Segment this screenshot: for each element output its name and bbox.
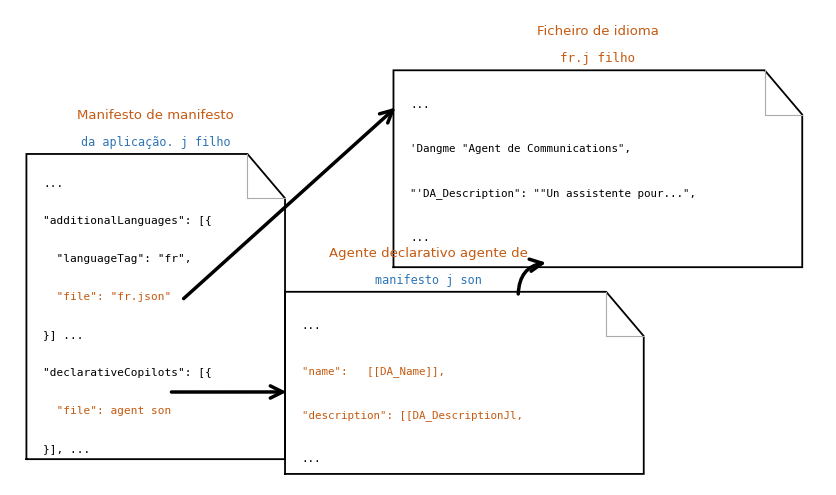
Text: fr.j filho: fr.j filho	[559, 52, 635, 65]
Text: "'DA_Description": ""Un assistente pour...",: "'DA_Description": ""Un assistente pour.…	[410, 189, 696, 199]
Text: ...: ...	[43, 179, 64, 189]
Text: "declarativeCopilots": [{: "declarativeCopilots": [{	[43, 368, 212, 378]
Text: Agente declarativo agente de: Agente declarativo agente de	[329, 247, 528, 260]
Text: "file": "fr.json": "file": "fr.json"	[43, 292, 171, 302]
Text: }] ...: }] ...	[43, 330, 84, 340]
Text: ...: ...	[410, 233, 429, 243]
Text: "name":   [[DA_Name]],: "name": [[DA_Name]],	[301, 366, 444, 377]
Text: manifesto j son: manifesto j son	[375, 274, 482, 287]
Text: }], ...: }], ...	[43, 444, 90, 454]
Text: ...: ...	[301, 321, 321, 331]
Text: 'Dangme "Agent de Communications",: 'Dangme "Agent de Communications",	[410, 144, 630, 154]
Text: "languageTag": "fr",: "languageTag": "fr",	[43, 254, 191, 264]
Text: ...: ...	[301, 454, 321, 464]
Text: "additionalLanguages": [{: "additionalLanguages": [{	[43, 216, 212, 227]
Text: Ficheiro de idioma: Ficheiro de idioma	[536, 25, 658, 38]
Text: "description": [[DA_DescriptionJl,: "description": [[DA_DescriptionJl,	[301, 410, 522, 421]
Text: Manifesto de manifesto: Manifesto de manifesto	[77, 109, 234, 122]
Text: "file": agent son: "file": agent son	[43, 406, 171, 416]
Text: da aplicação. j filho: da aplicação. j filho	[81, 136, 230, 149]
Text: ...: ...	[410, 100, 429, 110]
